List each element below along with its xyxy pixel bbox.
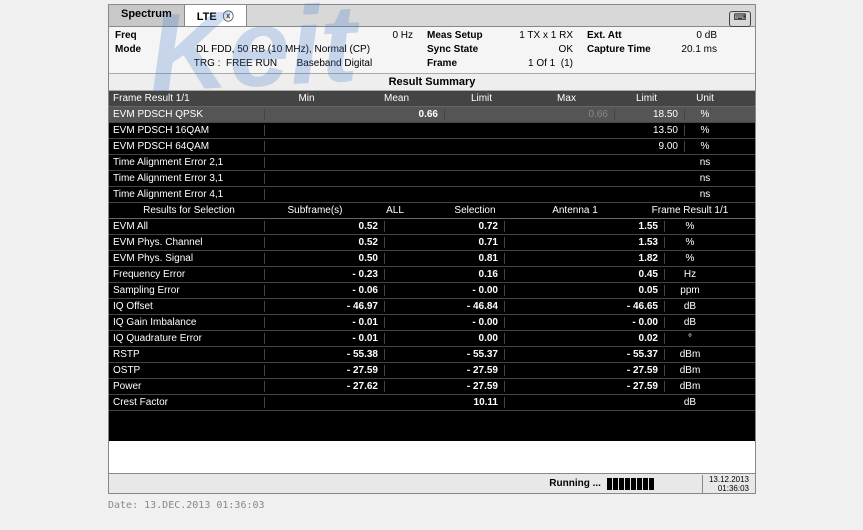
table-row[interactable]: IQ Gain Imbalance- 0.01- 0.00- 0.00dB bbox=[109, 315, 755, 331]
summary-title: Result Summary bbox=[109, 74, 755, 91]
table-row[interactable]: EVM PDSCH 64QAM9.00% bbox=[109, 139, 755, 155]
table-row[interactable]: Sampling Error- 0.06- 0.000.05ppm bbox=[109, 283, 755, 299]
sub-subframes: Subframe(s) bbox=[265, 205, 365, 216]
table-row[interactable]: IQ Quadrature Error- 0.010.000.02° bbox=[109, 331, 755, 347]
frame-value: 1 Of 1 (1) bbox=[503, 57, 573, 71]
tab-bar: Spectrum LTE ⓧ bbox=[109, 5, 755, 27]
freq-value: 0 Hz bbox=[153, 29, 413, 43]
status-date: 13.12.2013 bbox=[709, 475, 749, 484]
sub-antenna: Antenna 1 bbox=[525, 205, 625, 216]
mode-value: DL FDD, 50 RB (10 MHz), Normal (CP) bbox=[153, 43, 413, 57]
meas-label: Meas Setup bbox=[427, 29, 503, 43]
table-row[interactable]: RSTP- 55.38- 55.37- 55.37dBm bbox=[109, 347, 755, 363]
hdr-mean: Mean bbox=[355, 93, 445, 104]
analyzer-window: Keit ⌨ Spectrum LTEⓧ Freq 0 Hz Meas Setu… bbox=[108, 4, 756, 494]
freq-label: Freq bbox=[115, 29, 153, 43]
keyboard-icon[interactable]: ⌨ bbox=[729, 11, 751, 27]
cap-value: 20.1 ms bbox=[667, 43, 717, 57]
table-row[interactable]: Frequency Error- 0.230.160.45Hz bbox=[109, 267, 755, 283]
selection-header: Results for Selection Subframe(s) ALL Se… bbox=[109, 203, 755, 219]
ext-label: Ext. Att bbox=[587, 29, 667, 43]
tab-spectrum[interactable]: Spectrum bbox=[109, 5, 185, 26]
tab-lte-label: LTE bbox=[197, 11, 217, 23]
table-row[interactable]: Power- 27.62- 27.59- 27.59dBm bbox=[109, 379, 755, 395]
table-row[interactable]: EVM Phys. Signal0.500.811.82% bbox=[109, 251, 755, 267]
sub-selection: Selection bbox=[425, 205, 525, 216]
results-table: Frame Result 1/1 Min Mean Limit Max Limi… bbox=[109, 91, 755, 441]
status-running: Running ... bbox=[549, 478, 601, 489]
table-row[interactable]: IQ Offset- 46.97- 46.84- 46.65dB bbox=[109, 299, 755, 315]
hdr-min: Min bbox=[265, 93, 355, 104]
hdr-limit2: Limit bbox=[615, 93, 685, 104]
table-row[interactable]: Time Alignment Error 2,1ns bbox=[109, 155, 755, 171]
table-row[interactable]: EVM Phys. Channel0.520.711.53% bbox=[109, 235, 755, 251]
close-icon[interactable]: ⓧ bbox=[223, 11, 234, 23]
status-datetime: 13.12.2013 01:36:03 bbox=[702, 475, 749, 493]
mode-label: Mode bbox=[115, 43, 153, 57]
info-panel: Freq 0 Hz Meas Setup 1 TX x 1 RX Ext. At… bbox=[109, 27, 755, 74]
table-row[interactable]: OSTP- 27.59- 27.59- 27.59dBm bbox=[109, 363, 755, 379]
meas-value: 1 TX x 1 RX bbox=[503, 29, 573, 43]
hdr-unit: Unit bbox=[685, 93, 725, 104]
table-header: Frame Result 1/1 Min Mean Limit Max Limi… bbox=[109, 91, 755, 107]
table-row[interactable]: Time Alignment Error 4,1ns bbox=[109, 187, 755, 203]
trg-value: TRG : FREE RUN Baseband Digital bbox=[153, 57, 413, 71]
cap-label: Capture Time bbox=[587, 43, 667, 57]
sub-frameresult: Frame Result 1/1 bbox=[625, 205, 755, 216]
status-bar: Running ... 13.12.2013 01:36:03 bbox=[109, 473, 755, 493]
ext-value: 0 dB bbox=[667, 29, 717, 43]
progress-bars bbox=[607, 478, 654, 490]
table-row[interactable]: Crest Factor10.11dB bbox=[109, 395, 755, 411]
sync-label: Sync State bbox=[427, 43, 503, 57]
frame-label: Frame bbox=[427, 57, 503, 71]
table-row[interactable]: EVM PDSCH 16QAM13.50% bbox=[109, 123, 755, 139]
sub-results: Results for Selection bbox=[109, 205, 265, 216]
hdr-max: Max bbox=[525, 93, 615, 104]
tab-lte[interactable]: LTE ⓧ bbox=[185, 5, 247, 26]
hdr-limit: Limit bbox=[445, 93, 525, 104]
status-time: 01:36:03 bbox=[718, 484, 749, 493]
table-row[interactable]: Time Alignment Error 3,1ns bbox=[109, 171, 755, 187]
table-row[interactable]: EVM PDSCH QPSK0.660.6618.50% bbox=[109, 107, 755, 123]
table-row[interactable]: EVM All0.520.721.55% bbox=[109, 219, 755, 235]
sub-all: ALL bbox=[365, 205, 425, 216]
timestamp: Date: 13.DEC.2013 01:36:03 bbox=[108, 500, 265, 511]
sync-value: OK bbox=[503, 43, 573, 57]
hdr-frame: Frame Result 1/1 bbox=[109, 93, 265, 104]
